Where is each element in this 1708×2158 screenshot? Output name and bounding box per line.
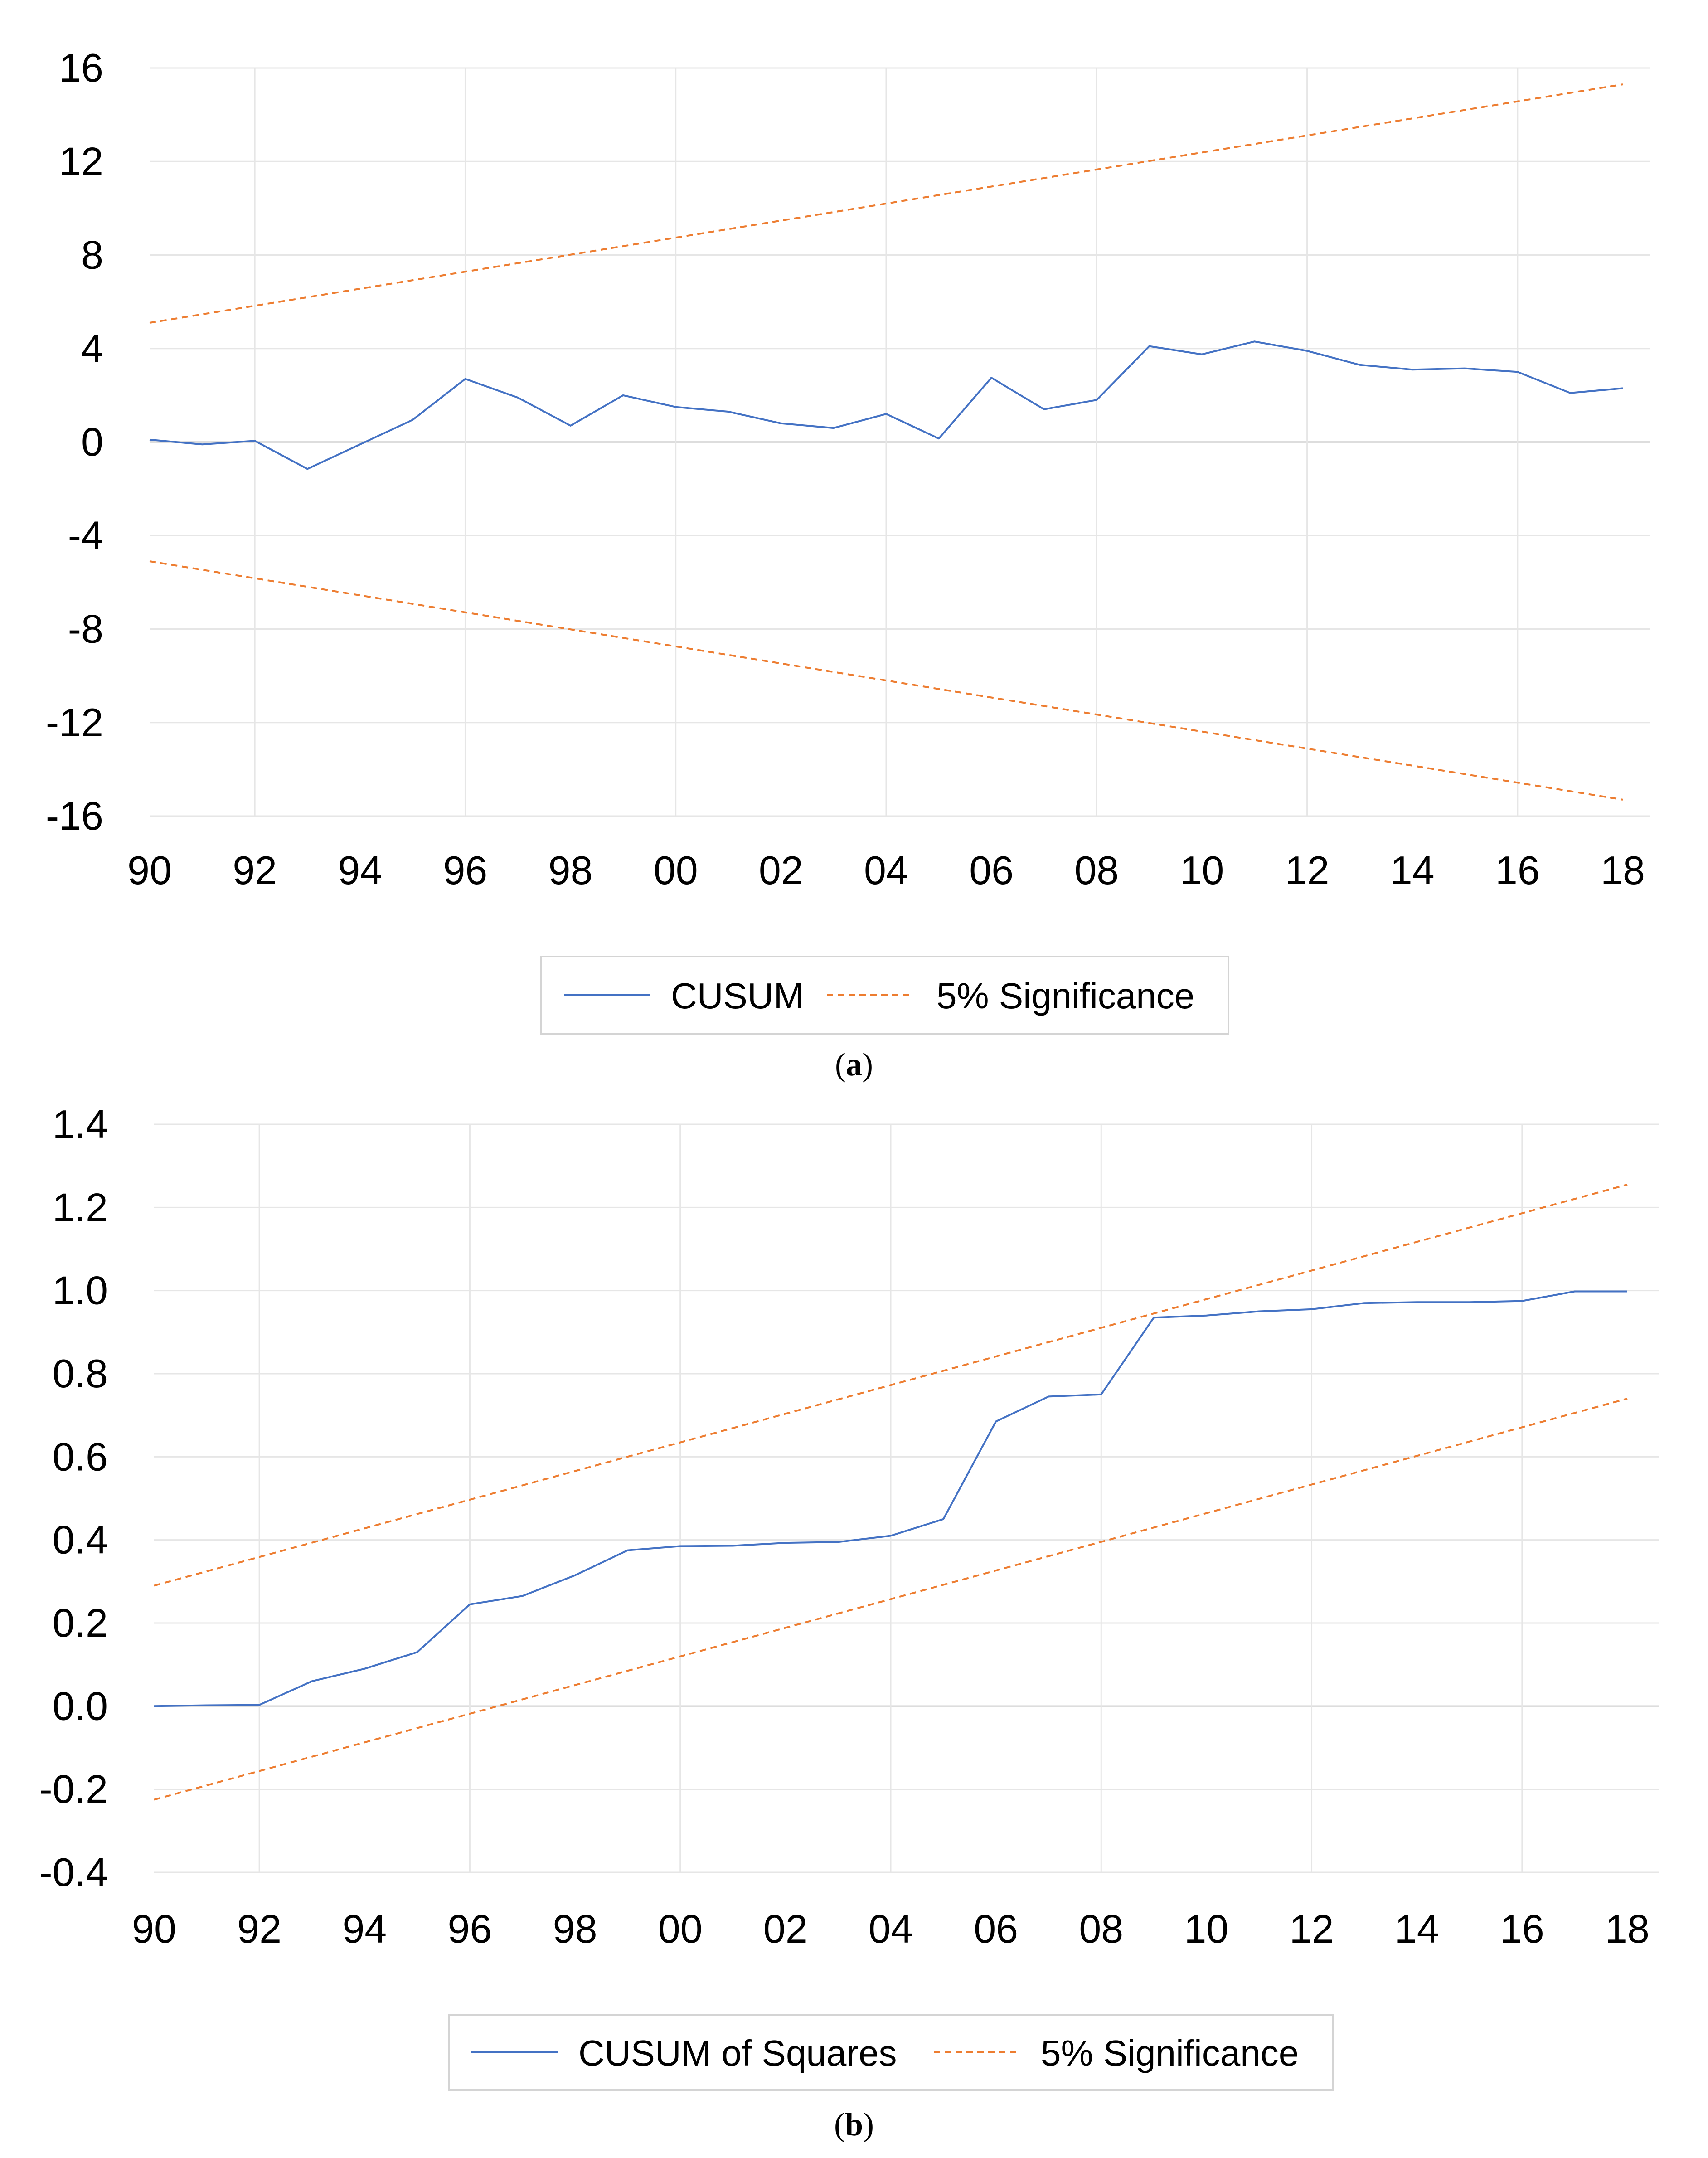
panel-b-x-tick-label: 90 [132, 1906, 176, 1951]
panel-a-x-tick-label: 18 [1601, 848, 1645, 893]
panel-b-grid [154, 1123, 1659, 1873]
panel-a-legend: CUSUM 5% Significance [540, 956, 1229, 1035]
panel-a-x-tick-label: 04 [864, 848, 908, 893]
panel-b-x-tick-label: 12 [1290, 1906, 1334, 1951]
panel-a-y-tick-label: 12 [59, 139, 103, 184]
panel-a-y-tick-label: 16 [59, 45, 103, 90]
panel-a-x-tick-label: 14 [1390, 848, 1435, 893]
panel-b-series [154, 1183, 1628, 1801]
panel-b-chart: 1.41.21.00.80.60.40.20.0-0.2-0.4 90 92 94 9… [39, 1102, 1659, 2143]
panel-a-y-tick-label: 4 [81, 326, 103, 371]
panel-a-caption-letter: a [846, 1046, 862, 1083]
panel-b-y-tick-label: 1.0 [53, 1268, 108, 1313]
panel-a-legend-significance-label: 5% Significance [936, 976, 1194, 1016]
panel-a-y-tick-label: -16 [46, 793, 103, 838]
panel-a-caption: (a) [835, 1046, 873, 1083]
panel-a-legend-cusum-label: CUSUM [671, 976, 804, 1016]
panel-b-series-5-significance-lower [154, 1398, 1628, 1801]
panel-b-x-tick-label: 98 [553, 1906, 597, 1951]
panel-b-y-tick-label: 0.6 [53, 1434, 108, 1479]
panel-a-x-tick-label: 00 [654, 848, 698, 893]
panel-b-caption-letter: b [845, 2106, 863, 2143]
panel-b-y-tick-label: -0.2 [39, 1767, 108, 1812]
panel-a-series-cusum [149, 340, 1623, 470]
panel-b-x-tick-label: 96 [447, 1906, 492, 1951]
panel-a-x-tick-label: 08 [1074, 848, 1119, 893]
panel-a-y-tick-label: -12 [46, 700, 103, 745]
panel-a-x-tick-label: 10 [1179, 848, 1224, 893]
panel-b-legend-box [448, 2014, 1334, 2091]
panel-a-y-tick-label: 0 [81, 419, 103, 464]
panel-b-x-tick-label: 08 [1079, 1906, 1123, 1951]
panel-b-legend-significance-label: 5% Significance [1041, 2033, 1299, 2073]
panel-b-caption: (b) [834, 2106, 874, 2143]
panel-b-y-tick-label: 0.8 [53, 1351, 108, 1396]
panel-b-x-tick-label: 10 [1184, 1906, 1228, 1951]
panel-b-x-tick-label: 04 [869, 1906, 913, 1951]
panel-b-x-tick-label: 00 [658, 1906, 703, 1951]
panel-a-x-tick-label: 16 [1495, 848, 1540, 893]
panel-a-y-axis: 16 12 8 4 0 -4 -8 -12 -16 [46, 45, 103, 838]
panel-a-y-tick-label: -8 [68, 607, 103, 651]
panel-b-y-tick-label: 0.2 [53, 1600, 108, 1645]
panel-b-y-tick-label: 1.4 [53, 1102, 108, 1147]
panel-a-series [149, 83, 1623, 801]
panel-b-y-tick-label: 1.2 [53, 1185, 108, 1230]
panel-b-series-5-significance [154, 1183, 1628, 1587]
panel-a-x-tick-label: 94 [338, 848, 382, 893]
panel-a-x-axis: 90 92 94 96 98 00 02 04 06 08 10 12 14 16 18 [127, 848, 1645, 893]
panel-b-x-tick-label: 16 [1500, 1906, 1544, 1951]
panel-b-x-tick-label: 06 [974, 1906, 1018, 1951]
panel-b-x-tick-label: 94 [342, 1906, 387, 1951]
panel-a-x-tick-label: 90 [127, 848, 172, 893]
panel-a-x-tick-label: 96 [443, 848, 487, 893]
panel-b-y-tick-label: -0.4 [39, 1850, 108, 1895]
panel-a-x-tick-label: 12 [1285, 848, 1330, 893]
panel-a-series-5-significance-lower [149, 560, 1623, 801]
panel-b-x-tick-label: 02 [763, 1906, 808, 1951]
panel-a-x-tick-label: 02 [759, 848, 803, 893]
panel-b-x-tick-label: 18 [1605, 1906, 1650, 1951]
panel-a-grid [150, 67, 1650, 817]
panel-b-y-tick-label: 0.0 [53, 1683, 108, 1728]
panel-a-y-tick-label: -4 [68, 513, 103, 558]
panel-b-x-tick-label: 92 [237, 1906, 281, 1951]
panel-a-series-5-significance [149, 83, 1623, 324]
panel-b-y-axis: 1.4 1.2 1.0 0.8 0.6 0.4 0.2 0.0 -0.2 -0.4 [39, 1102, 108, 1895]
panel-b-y-tick-label: 0.4 [53, 1517, 108, 1562]
panel-a-chart: 16 12 8 4 0 -4 -8 -12 -16 90 92 94 96 98 00 02 04 06 08 10… [46, 45, 1650, 1083]
panel-a-x-tick-label: 98 [548, 848, 593, 893]
panel-b-series-cusum-of-squares [154, 1290, 1627, 1707]
panel-b-x-axis: 90 92 94 96 98 00 02 04 06 08 10 12 14 16 18 [132, 1906, 1650, 1951]
panel-a-y-tick-label: 8 [81, 233, 103, 277]
panel-b-legend: CUSUM of Squares 5% Significance [448, 2014, 1334, 2091]
panel-b-legend-cusum-squares-label: CUSUM of Squares [578, 2033, 897, 2073]
panel-b-x-tick-label: 14 [1395, 1906, 1439, 1951]
panel-a-x-tick-label: 92 [233, 848, 277, 893]
panel-a-x-tick-label: 06 [969, 848, 1014, 893]
